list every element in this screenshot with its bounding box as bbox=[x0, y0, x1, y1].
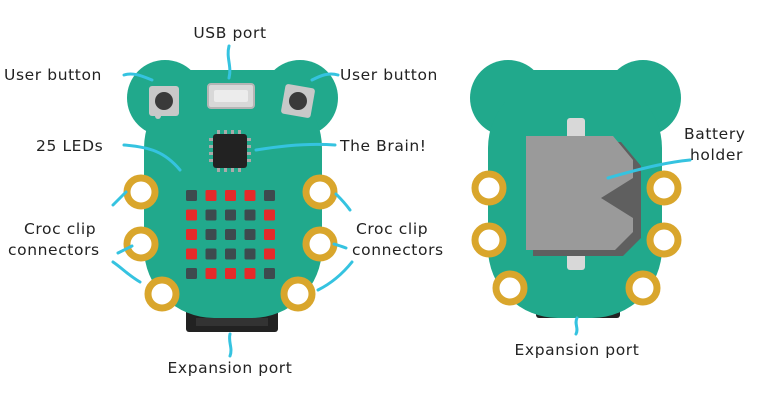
led bbox=[264, 268, 275, 279]
led bbox=[244, 209, 256, 221]
led bbox=[244, 268, 256, 279]
croc-pad bbox=[625, 270, 661, 306]
led bbox=[225, 190, 236, 201]
croc-pad bbox=[646, 170, 682, 206]
leader-user-button-right bbox=[310, 72, 340, 82]
led bbox=[225, 209, 236, 221]
leader-leds bbox=[122, 143, 182, 172]
label-user-button-left: User button bbox=[4, 66, 102, 84]
front-croc-pads bbox=[123, 174, 338, 312]
led bbox=[264, 209, 275, 221]
battery-holder bbox=[526, 118, 641, 270]
led bbox=[205, 268, 217, 279]
led bbox=[264, 248, 275, 260]
label-battery-line2: holder bbox=[690, 146, 743, 164]
leader-croc-right-1 bbox=[334, 192, 352, 212]
led bbox=[264, 229, 275, 240]
led bbox=[205, 248, 217, 260]
label-croc-right-line2: connectors bbox=[352, 241, 444, 259]
led bbox=[205, 209, 217, 221]
croc-pad bbox=[471, 170, 507, 206]
back-board-view bbox=[470, 60, 682, 318]
user-button-right bbox=[281, 84, 315, 118]
led bbox=[186, 190, 197, 201]
croc-pad bbox=[280, 276, 316, 312]
label-expansion-front: Expansion port bbox=[168, 359, 293, 377]
croc-pad bbox=[302, 174, 338, 210]
led bbox=[244, 248, 256, 260]
croc-pad bbox=[144, 276, 180, 312]
croc-pad bbox=[646, 222, 682, 258]
led-matrix bbox=[186, 190, 275, 279]
led bbox=[186, 229, 197, 240]
user-button-left bbox=[149, 86, 179, 119]
labels: USB port User button User button 25 LEDs… bbox=[4, 24, 746, 377]
leader-expansion-back bbox=[574, 316, 579, 336]
croc-pad bbox=[123, 226, 159, 262]
leader-lines bbox=[111, 44, 692, 358]
led bbox=[186, 209, 197, 221]
label-leds: 25 LEDs bbox=[36, 137, 103, 155]
leader-croc-right-3 bbox=[332, 242, 348, 250]
led bbox=[225, 248, 236, 260]
led bbox=[264, 190, 275, 201]
led bbox=[205, 229, 217, 240]
leader-brain bbox=[254, 142, 337, 152]
leader-croc-left-1 bbox=[111, 190, 128, 207]
label-brain: The Brain! bbox=[339, 137, 427, 155]
croc-pad bbox=[471, 222, 507, 258]
label-battery-line1: Battery bbox=[684, 125, 746, 143]
leader-expansion-front bbox=[228, 332, 233, 358]
label-croc-right-line1: Croc clip bbox=[356, 220, 428, 238]
croc-pad bbox=[492, 270, 528, 306]
led bbox=[244, 229, 256, 240]
led bbox=[205, 190, 217, 201]
label-croc-left-line2: connectors bbox=[8, 241, 100, 259]
croc-pad bbox=[302, 226, 338, 262]
led bbox=[225, 229, 236, 240]
leader-user-button-left bbox=[122, 72, 154, 82]
brain-chip bbox=[209, 130, 251, 172]
croc-pad bbox=[123, 174, 159, 210]
leader-croc-left-3 bbox=[116, 244, 134, 255]
leader-croc-left-2 bbox=[111, 260, 142, 284]
label-usb-port: USB port bbox=[193, 24, 266, 42]
label-expansion-back: Expansion port bbox=[515, 341, 640, 359]
led bbox=[186, 248, 197, 260]
label-croc-left-line1: Croc clip bbox=[24, 220, 96, 238]
led bbox=[225, 268, 236, 279]
leader-usb bbox=[226, 44, 232, 80]
label-user-button-right: User button bbox=[340, 66, 438, 84]
back-croc-pads bbox=[471, 170, 682, 306]
front-board-view bbox=[123, 60, 338, 332]
leader-battery bbox=[606, 158, 692, 180]
leader-croc-right-2 bbox=[316, 260, 354, 292]
led bbox=[186, 268, 197, 279]
led bbox=[244, 190, 256, 201]
